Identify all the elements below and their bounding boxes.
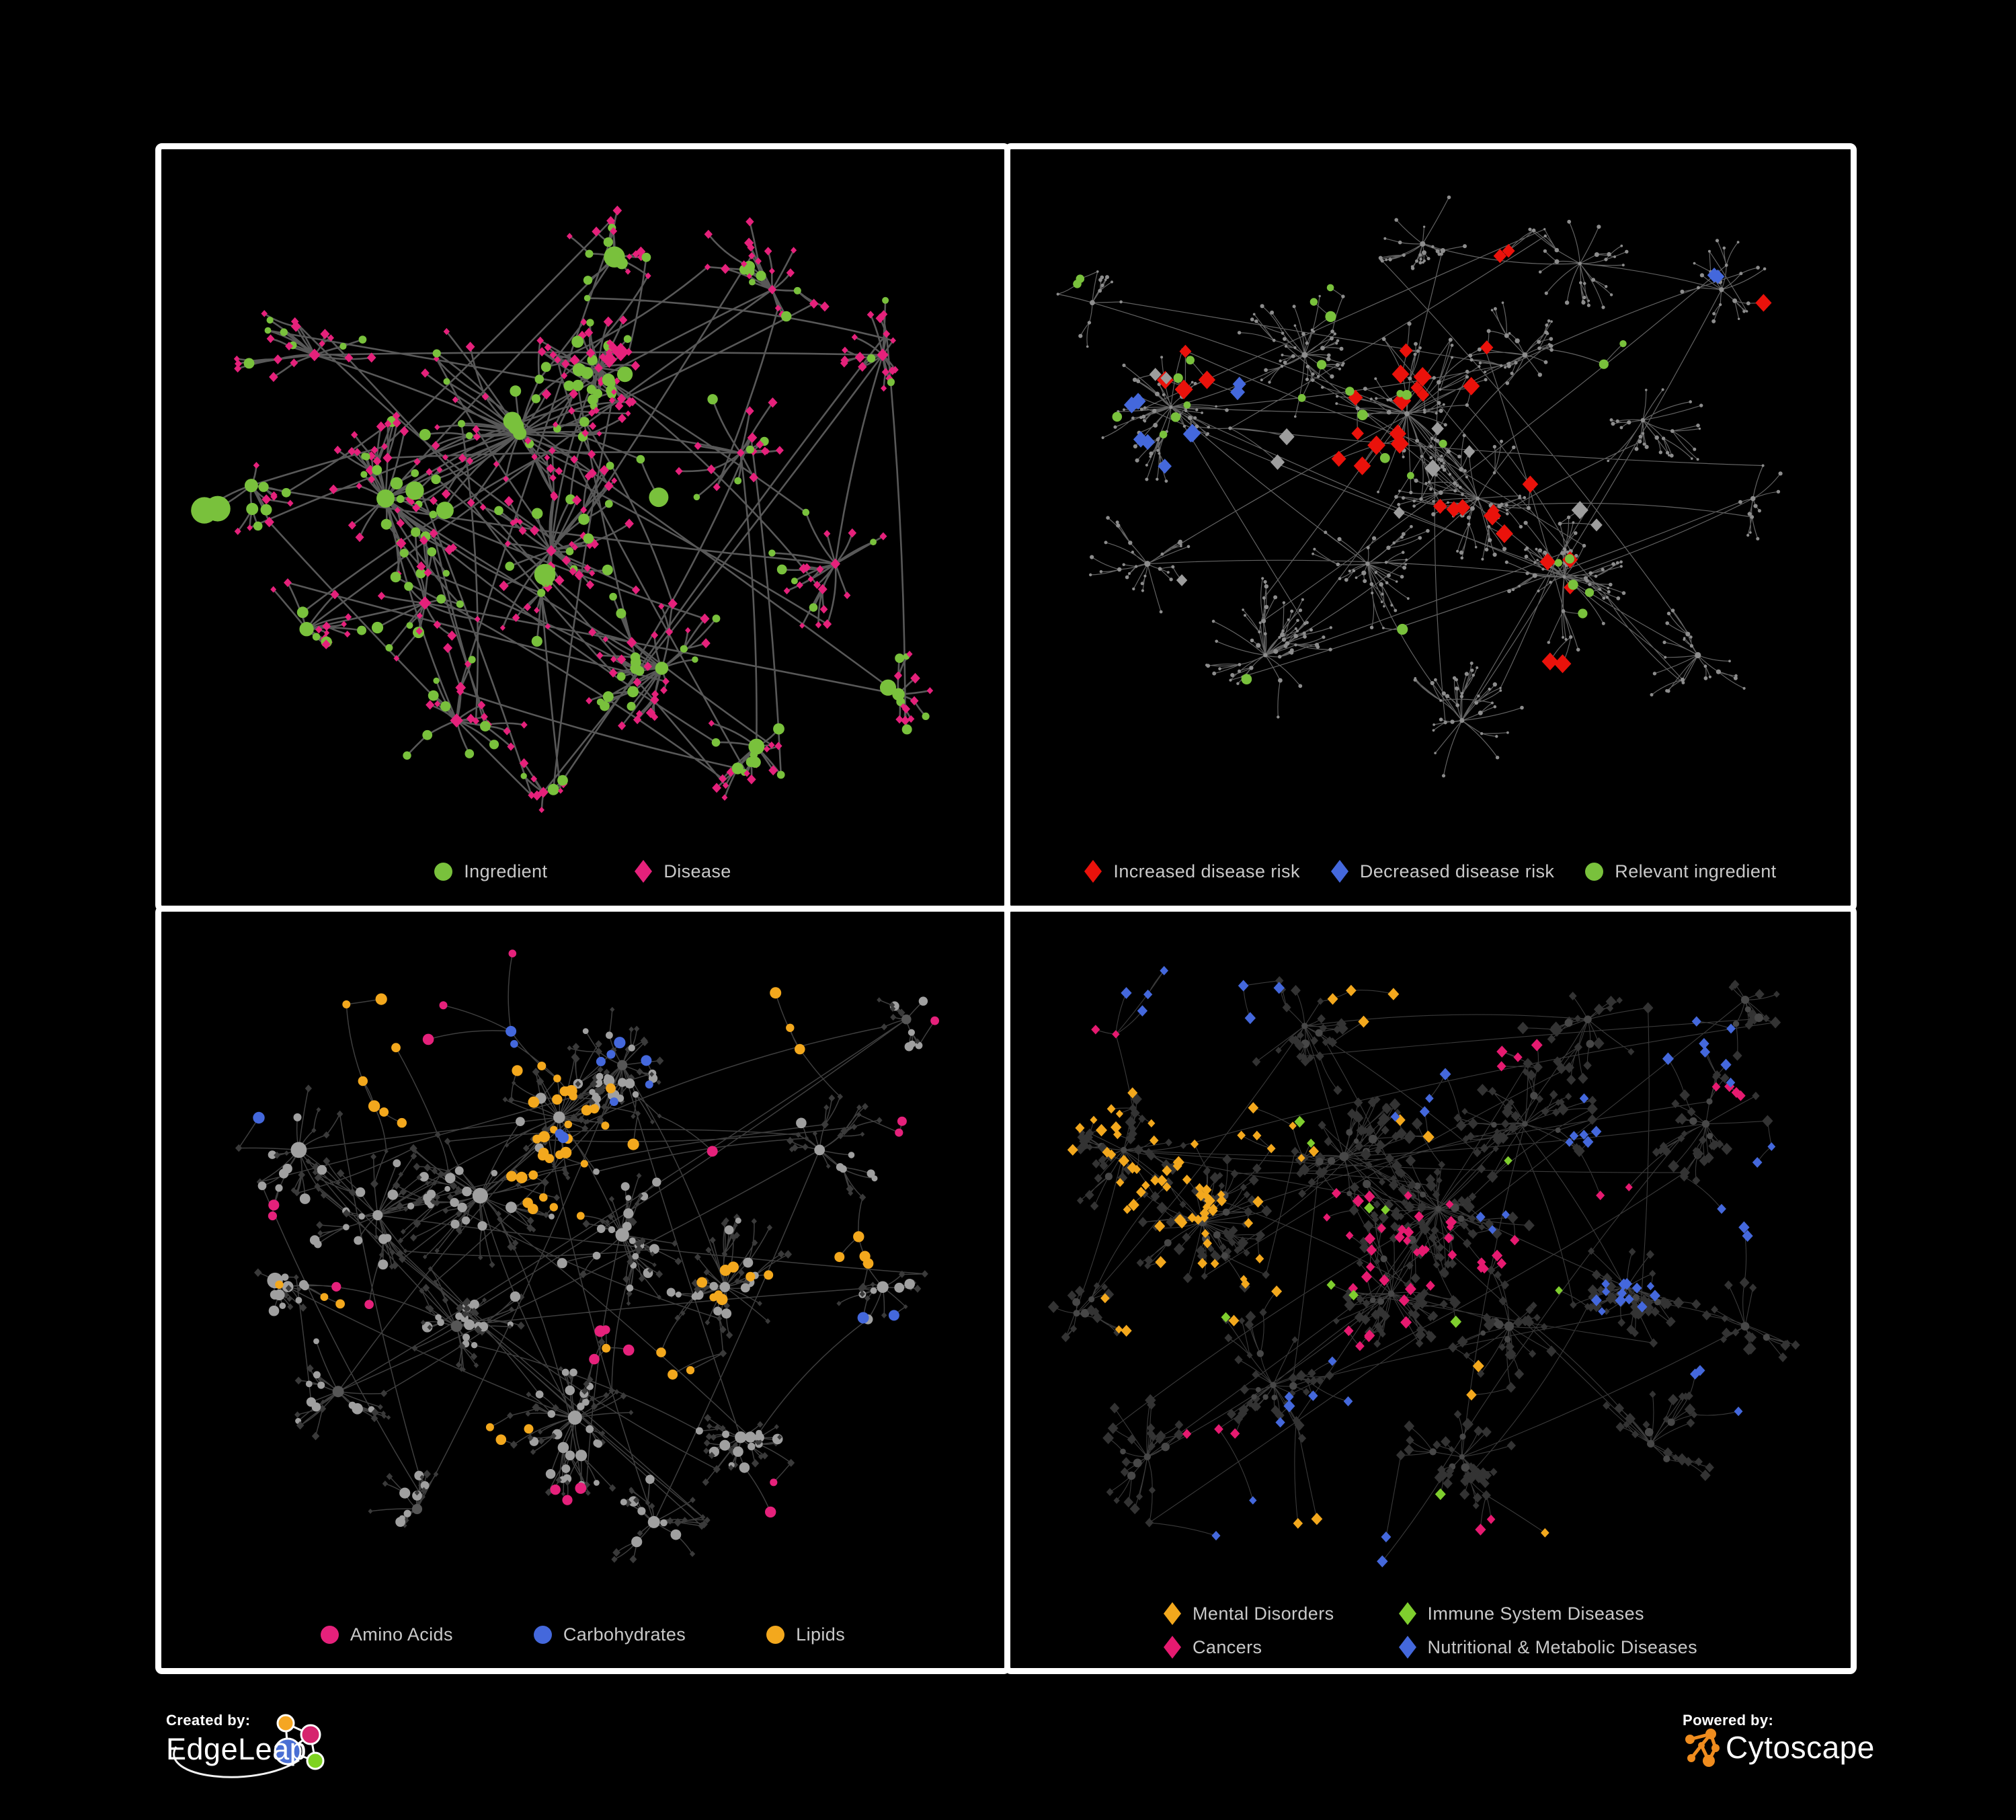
legend-item: Nutritional & Metabolic Diseases <box>1398 1636 1697 1659</box>
macronutrients-legend: Amino Acids Carbohydrates Lipids <box>161 1624 1004 1645</box>
legend-label: Cancers <box>1193 1636 1262 1657</box>
legend-label: Nutritional & Metabolic Diseases <box>1427 1636 1697 1657</box>
legend-item: Amino Acids <box>320 1624 453 1645</box>
cytoscape-brand: Cytoscape <box>1726 1730 1875 1765</box>
legend-swatch-circle-icon <box>434 862 453 881</box>
legend-swatch-diamond-icon <box>1084 860 1102 883</box>
legend-swatch-diamond-icon <box>1398 1636 1416 1659</box>
powered-by-block: Powered by: Cytoscape <box>1683 1712 1874 1772</box>
legend-label: Relevant ingredient <box>1615 861 1777 881</box>
legend-swatch-diamond-icon <box>635 860 653 883</box>
cytoscape-logo <box>1685 1729 1720 1767</box>
panel-disease-classes: Mental Disorders Immune System Diseases Ca… <box>1004 906 1857 1674</box>
legend-swatch-circle-icon <box>533 1626 552 1644</box>
legend-label: Amino Acids <box>350 1624 453 1645</box>
disease-risk-legend: Increased disease risk Decreased disease … <box>1010 860 1851 883</box>
legend-item: Increased disease risk <box>1084 860 1299 883</box>
panel-ingredient-disease: Ingredient Disease <box>155 143 1010 912</box>
legend-label: Increased disease risk <box>1113 861 1300 881</box>
legend-label: Immune System Diseases <box>1427 1603 1644 1624</box>
legend-item: Immune System Diseases <box>1398 1602 1697 1625</box>
created-by-block: Created by: EdgeLeap <box>166 1712 348 1789</box>
created-by-label: Created by: <box>166 1712 251 1729</box>
ingredient-disease-network <box>191 205 934 814</box>
legend-swatch-diamond-icon <box>1398 1602 1416 1625</box>
legend-label: Lipids <box>796 1624 846 1645</box>
legend-item: Carbohydrates <box>533 1624 686 1645</box>
edgeleap-brand: EdgeLeap <box>166 1732 307 1766</box>
ingredient-disease-legend: Ingredient Disease <box>161 860 1004 883</box>
legend-item: Relevant ingredient <box>1585 861 1776 882</box>
legend-swatch-circle-icon <box>1585 862 1604 881</box>
legend-swatch-circle-icon <box>320 1626 339 1644</box>
legend-swatch-circle-icon <box>766 1626 785 1644</box>
legend-item: Decreased disease risk <box>1330 860 1555 883</box>
legend-label: Disease <box>663 861 731 881</box>
panel-macronutrients: Amino Acids Carbohydrates Lipids <box>155 906 1010 1674</box>
legend-item: Lipids <box>766 1624 845 1645</box>
powered-by-label: Powered by: <box>1683 1712 1774 1729</box>
legend-item: Ingredient <box>434 861 547 882</box>
legend-label: Carbohydrates <box>563 1624 686 1645</box>
legend-label: Ingredient <box>464 861 548 881</box>
panel-disease-risk: Increased disease risk Decreased disease … <box>1004 143 1857 912</box>
legend-label: Mental Disorders <box>1193 1603 1334 1624</box>
edgeleap-node-green <box>306 1751 325 1770</box>
disease-risk-network <box>1056 195 1783 778</box>
legend-label: Decreased disease risk <box>1359 861 1555 881</box>
disease-classes-network <box>1047 965 1800 1568</box>
legend-swatch-diamond-icon <box>1164 1602 1182 1625</box>
macronutrients-network <box>235 949 939 1564</box>
legend-item: Cancers <box>1164 1636 1334 1659</box>
legend-swatch-diamond-icon <box>1164 1636 1182 1659</box>
legend-item: Disease <box>635 860 731 883</box>
legend-item: Mental Disorders <box>1164 1602 1334 1625</box>
disease-classes-legend: Mental Disorders Immune System Diseases Ca… <box>1010 1602 1851 1659</box>
legend-swatch-diamond-icon <box>1330 860 1348 883</box>
